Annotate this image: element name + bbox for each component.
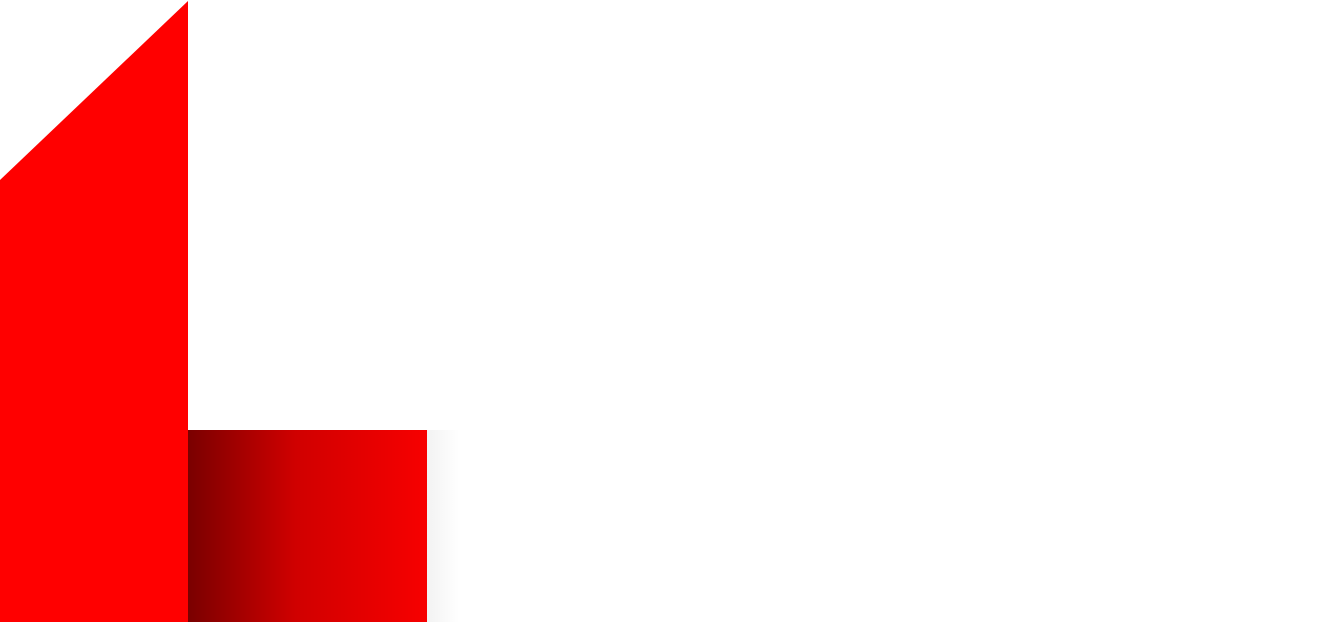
logo-fold-shadow [427, 430, 459, 622]
logo-folded-foot [188, 430, 427, 622]
logo-vertical-stem [0, 1, 188, 622]
brand-logo [0, 0, 460, 622]
logo-graphic [0, 1, 459, 622]
